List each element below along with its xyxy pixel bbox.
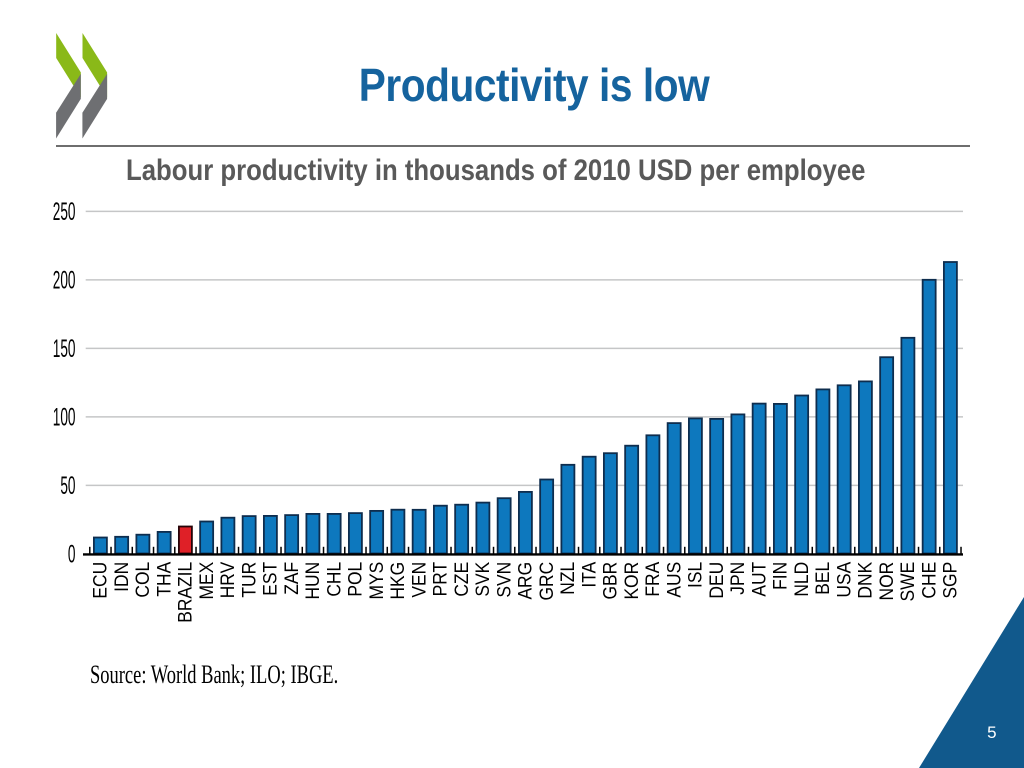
- svg-text:JPN: JPN: [726, 562, 748, 595]
- svg-text:FRA: FRA: [641, 561, 663, 596]
- svg-text:AUT: AUT: [747, 562, 769, 597]
- svg-text:HKG: HKG: [386, 562, 408, 600]
- svg-text:250: 250: [53, 199, 76, 226]
- svg-text:ECU: ECU: [89, 562, 111, 599]
- svg-text:SVK: SVK: [471, 561, 493, 596]
- svg-text:TUR: TUR: [237, 562, 259, 598]
- svg-text:FIN: FIN: [769, 562, 791, 590]
- svg-text:SWE: SWE: [896, 562, 918, 602]
- svg-text:MYS: MYS: [365, 562, 387, 600]
- svg-text:USA: USA: [832, 561, 854, 597]
- svg-text:DEU: DEU: [705, 562, 727, 599]
- svg-text:PRT: PRT: [429, 562, 451, 597]
- svg-text:ZAF: ZAF: [280, 562, 302, 595]
- svg-text:CHE: CHE: [917, 562, 939, 599]
- svg-text:GRC: GRC: [535, 562, 557, 601]
- svg-text:EST: EST: [259, 562, 281, 596]
- svg-text:KOR: KOR: [620, 562, 642, 600]
- svg-text:AUS: AUS: [662, 562, 684, 598]
- svg-text:0: 0: [68, 541, 76, 568]
- svg-text:SVN: SVN: [492, 562, 514, 598]
- svg-text:ITA: ITA: [577, 561, 599, 587]
- svg-text:150: 150: [53, 336, 76, 363]
- svg-text:NOR: NOR: [875, 562, 897, 601]
- svg-text:MEX: MEX: [195, 562, 217, 600]
- svg-text:POL: POL: [344, 562, 366, 597]
- svg-text:5: 5: [987, 723, 996, 742]
- svg-text:VEN: VEN: [407, 562, 429, 598]
- svg-text:NZL: NZL: [556, 562, 578, 595]
- svg-text:HRV: HRV: [216, 561, 238, 598]
- svg-text:200: 200: [53, 267, 76, 294]
- svg-text:HUN: HUN: [301, 562, 323, 600]
- svg-text:IDN: IDN: [110, 562, 132, 592]
- svg-text:ARG: ARG: [514, 562, 536, 600]
- svg-text:CHL: CHL: [322, 562, 344, 597]
- svg-text:50: 50: [60, 473, 75, 500]
- svg-text:100: 100: [53, 404, 76, 431]
- svg-text:BEL: BEL: [811, 562, 833, 595]
- svg-text:DNK: DNK: [854, 561, 876, 598]
- svg-text:ISL: ISL: [684, 562, 706, 588]
- svg-text:NLD: NLD: [790, 562, 812, 597]
- svg-text:GBR: GBR: [599, 562, 621, 600]
- svg-text:CZE: CZE: [450, 562, 472, 597]
- svg-text:BRAZIL: BRAZIL: [174, 562, 196, 623]
- svg-text:SGP: SGP: [939, 562, 961, 599]
- svg-text:COL: COL: [131, 562, 153, 598]
- svg-text:THA: THA: [152, 561, 174, 596]
